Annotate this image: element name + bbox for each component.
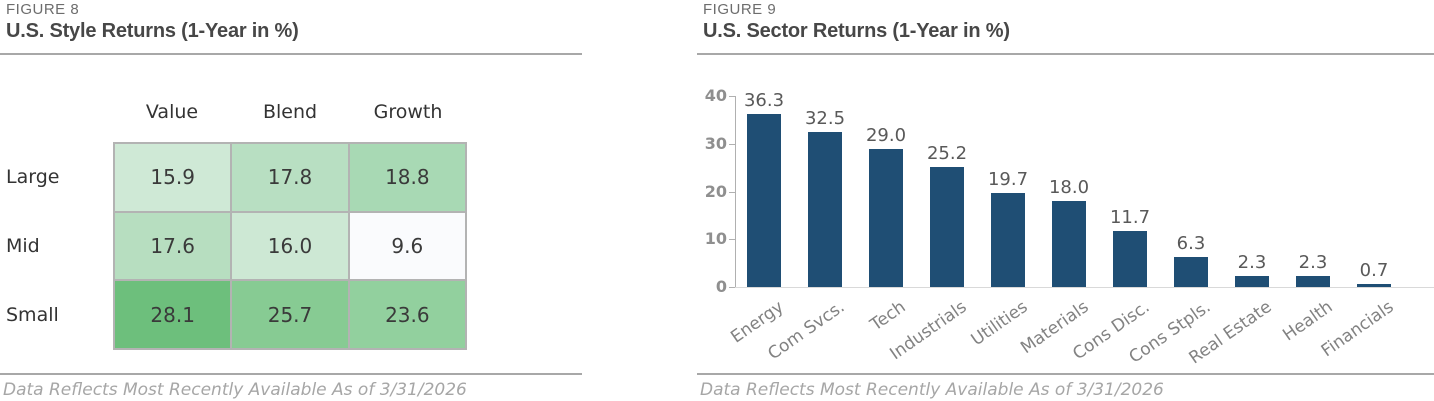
y-axis-line [735, 96, 736, 287]
figure-8-bottom-rule [0, 373, 582, 375]
matrix-row-header-mid: Mid [6, 234, 40, 257]
y-tick-mark-40 [729, 96, 735, 97]
bar-tech [869, 148, 903, 287]
bar-materials [1052, 201, 1086, 287]
matrix-cell-small-growth: 23.6 [349, 281, 465, 348]
figure-8-title: U.S. Style Returns (1-Year in %) [6, 20, 299, 42]
bar-value-label-industrials: 25.2 [926, 142, 968, 164]
y-tick-label-20: 20 [704, 181, 727, 201]
bar-energy [747, 113, 781, 287]
bar-com-svcs [808, 131, 842, 287]
bar-cons-disc [1113, 231, 1147, 287]
bar-value-label-com-svcs: 32.5 [804, 107, 846, 129]
matrix-cell-small-value: 28.1 [115, 281, 231, 348]
bar-value-label-energy: 36.3 [743, 89, 785, 111]
y-tick-label-40: 40 [704, 86, 727, 105]
bar-value-label-real-estate: 2.3 [1237, 252, 1267, 274]
matrix-col-header-growth: Growth [373, 101, 443, 123]
bar-utilities [991, 192, 1025, 287]
y-tick-label-30: 30 [704, 133, 727, 153]
matrix-cell-mid-blend: 16.0 [232, 212, 348, 280]
matrix-cell-large-value: 15.9 [115, 144, 231, 211]
y-tick-label-0: 0 [715, 277, 727, 296]
figure-9: FIGURE 9 U.S. Sector Returns (1-Year in … [697, 0, 1434, 401]
figure-9-title: U.S. Sector Returns (1-Year in %) [703, 20, 1010, 42]
figure-8-label: FIGURE 8 [6, 1, 80, 18]
bar-cons-stpls [1174, 256, 1208, 287]
matrix-row-header-large: Large [6, 165, 60, 188]
bar-health [1296, 276, 1330, 287]
bar-value-label-cons-stpls: 6.3 [1176, 232, 1206, 254]
bar-value-label-utilities: 19.7 [987, 168, 1029, 190]
matrix-cell-large-growth: 18.8 [349, 144, 465, 211]
x-axis-baseline [735, 287, 1434, 288]
matrix-col-header-value: Value [145, 101, 199, 123]
matrix-col-headers: Value Blend Growth [113, 101, 467, 123]
matrix-cell-small-blend: 25.7 [232, 281, 348, 348]
figure-8: FIGURE 8 U.S. Style Returns (1-Year in %… [0, 0, 582, 401]
matrix-col-header-blend: Blend [262, 101, 318, 123]
style-matrix: 15.9 17.8 18.8 17.6 16.0 9.6 28.1 25.7 23.6 [113, 142, 467, 350]
bar-value-label-health: 2.3 [1298, 252, 1328, 274]
matrix-row-header-small: Small [6, 304, 59, 327]
y-tick-mark-30 [729, 143, 735, 145]
bar-value-label-materials: 18.0 [1048, 177, 1090, 199]
y-tick-mark-20 [729, 191, 735, 193]
figure-9-bottom-rule [697, 373, 1434, 375]
y-tick-mark-10 [729, 239, 735, 241]
figure-9-footnote: Data Reflects Most Recently Available As… [700, 380, 1164, 400]
figure-8-top-rule [0, 53, 582, 55]
bar-value-label-tech: 29.0 [865, 124, 907, 146]
matrix-cell-mid-value: 17.6 [115, 212, 231, 280]
figure-9-top-rule [697, 53, 1434, 55]
matrix-cell-mid-growth: 9.6 [349, 212, 465, 280]
y-tick-mark-0 [729, 287, 735, 288]
matrix-row-headers: Large Mid Small [6, 142, 106, 350]
matrix-cell-large-blend: 17.8 [232, 144, 348, 211]
bar-real-estate [1235, 276, 1269, 287]
bar-value-label-cons-disc: 11.7 [1109, 207, 1151, 229]
bar-industrials [930, 166, 964, 287]
bar-value-label-financials: 0.7 [1359, 259, 1389, 281]
y-tick-label-10: 10 [704, 229, 727, 249]
bar-financials [1357, 283, 1391, 287]
figure-9-label: FIGURE 9 [703, 1, 777, 18]
figure-8-footnote: Data Reflects Most Recently Available As… [3, 380, 467, 400]
sector-bar-chart: 0 10 20 30 40 36.3 Energy 32.5 Com Svcs. 29.0 Tech… [697, 0, 1434, 401]
